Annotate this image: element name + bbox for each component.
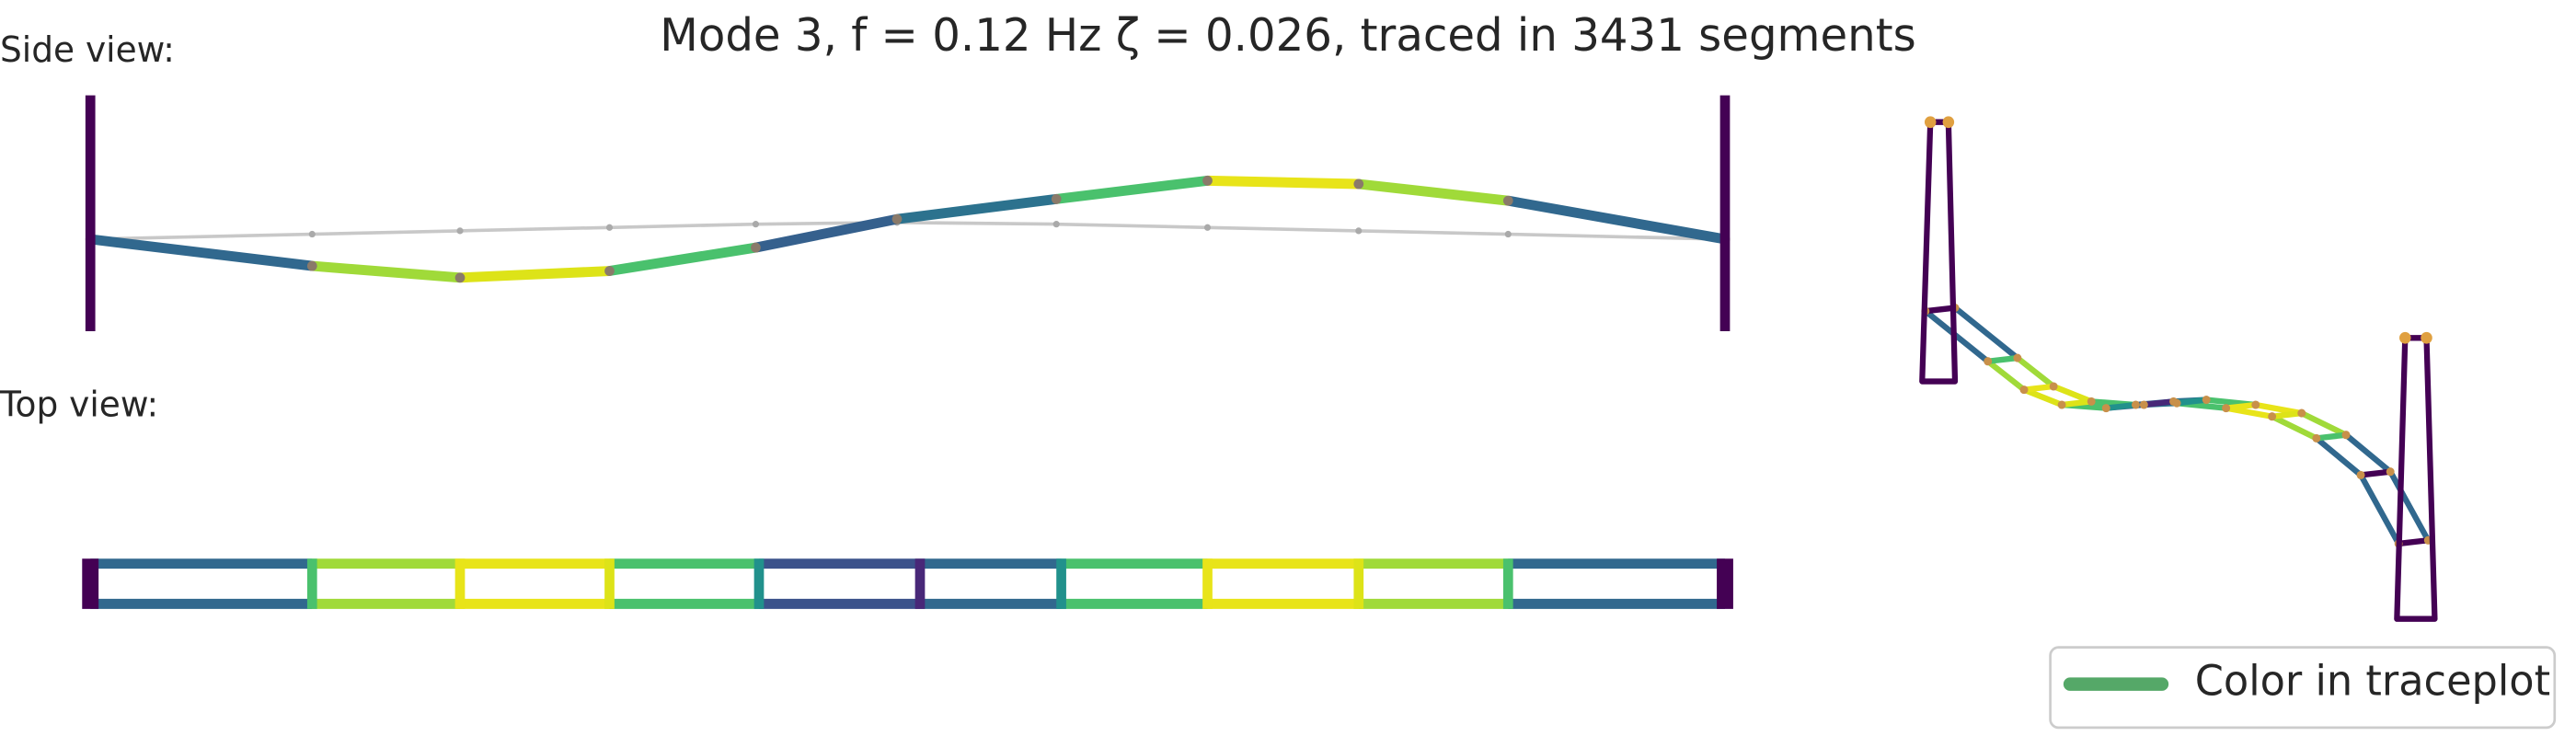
reference-segment <box>896 221 1057 226</box>
legend: Color in traceplot <box>2049 646 2557 730</box>
cross-member <box>2105 401 2136 411</box>
node <box>2101 404 2110 413</box>
node <box>2013 353 2022 362</box>
cross-member <box>1925 305 1956 315</box>
cross-member <box>2316 431 2347 442</box>
rail-segment <box>2300 410 2348 438</box>
reference-node <box>752 221 759 228</box>
node <box>2057 400 2066 409</box>
node <box>2312 433 2321 443</box>
mode-segment <box>1507 195 1726 245</box>
node <box>2297 408 2306 418</box>
3d-view <box>1919 116 2438 622</box>
legend-box <box>2049 646 2557 730</box>
reference-node <box>605 224 614 231</box>
node <box>2222 404 2231 413</box>
reference-segment <box>609 222 756 230</box>
reference-segment <box>1207 225 1359 233</box>
mode-segment <box>608 242 757 276</box>
tower-top <box>2421 331 2432 344</box>
node <box>306 260 317 271</box>
tower <box>1919 119 1959 385</box>
tower-top <box>1924 116 1937 129</box>
cross-member <box>2176 397 2207 407</box>
reference-segment <box>459 225 610 233</box>
top-view <box>82 558 1733 609</box>
rail-segment <box>2314 435 2363 477</box>
reference-node <box>1355 227 1363 235</box>
mode-segment <box>89 234 313 271</box>
node <box>2131 400 2140 409</box>
mode-segment <box>754 213 899 253</box>
node <box>2139 400 2148 409</box>
cross-member <box>2398 537 2429 547</box>
node <box>2386 467 2395 477</box>
node <box>604 266 615 276</box>
reference-segment <box>1358 229 1509 236</box>
reference-segment <box>90 232 313 241</box>
tower <box>85 95 96 332</box>
rail-segment <box>2022 386 2064 408</box>
cross-member <box>1987 354 2018 364</box>
rail-segment <box>2387 470 2432 542</box>
node <box>2049 382 2058 391</box>
node <box>1502 195 1513 206</box>
cross-member <box>2144 398 2174 408</box>
reference-node <box>1052 221 1060 228</box>
node <box>2172 398 2181 408</box>
rail-segment <box>2053 384 2093 405</box>
cross-member <box>2061 398 2092 408</box>
cross-member <box>2360 468 2391 478</box>
mode-segment <box>1358 178 1509 206</box>
tower <box>2394 335 2438 622</box>
node <box>1353 178 1364 190</box>
title: Mode 3, f = 0.12 Hz ζ = 0.026, traced in… <box>660 10 1915 63</box>
side-view-label: Side view: <box>0 29 175 70</box>
cross-member <box>2225 401 2257 411</box>
cross-member <box>2023 383 2054 393</box>
node <box>1051 193 1062 204</box>
reference-segment <box>1508 232 1726 241</box>
rail-segment <box>1985 359 2026 393</box>
mode-segment <box>896 193 1057 224</box>
node <box>2356 470 2365 479</box>
mode-segment <box>311 260 461 283</box>
reference-node <box>1203 224 1212 231</box>
tower <box>1719 95 1731 332</box>
node <box>891 213 903 224</box>
node <box>1984 357 1993 366</box>
mode-segment <box>459 266 610 283</box>
reference-segment <box>1056 222 1208 230</box>
reference-node <box>1504 230 1512 238</box>
node <box>1202 175 1213 186</box>
node <box>2019 385 2029 395</box>
mode-segment <box>1055 175 1209 204</box>
node <box>2268 412 2277 421</box>
rail-segment <box>2358 473 2401 546</box>
reference-segment <box>312 229 461 236</box>
rail-segment <box>2015 355 2056 389</box>
legend-label: Color in traceplot <box>2195 656 2550 705</box>
top-view-label: Top view: <box>0 384 158 424</box>
mode-segment <box>1207 175 1359 190</box>
tower-top <box>1942 116 1955 129</box>
node <box>454 272 466 283</box>
node <box>751 242 761 253</box>
rail-segment <box>2271 413 2318 442</box>
rail-segment <box>2344 432 2393 475</box>
cross-member <box>2271 409 2303 420</box>
node <box>2087 397 2096 406</box>
reference-node <box>456 227 464 235</box>
node <box>2251 400 2260 409</box>
side-view <box>85 95 1731 332</box>
rail-segment <box>1953 305 2019 361</box>
node <box>2202 396 2211 405</box>
reference-node <box>308 230 316 238</box>
tower-top <box>2399 331 2411 344</box>
node <box>2341 431 2351 440</box>
